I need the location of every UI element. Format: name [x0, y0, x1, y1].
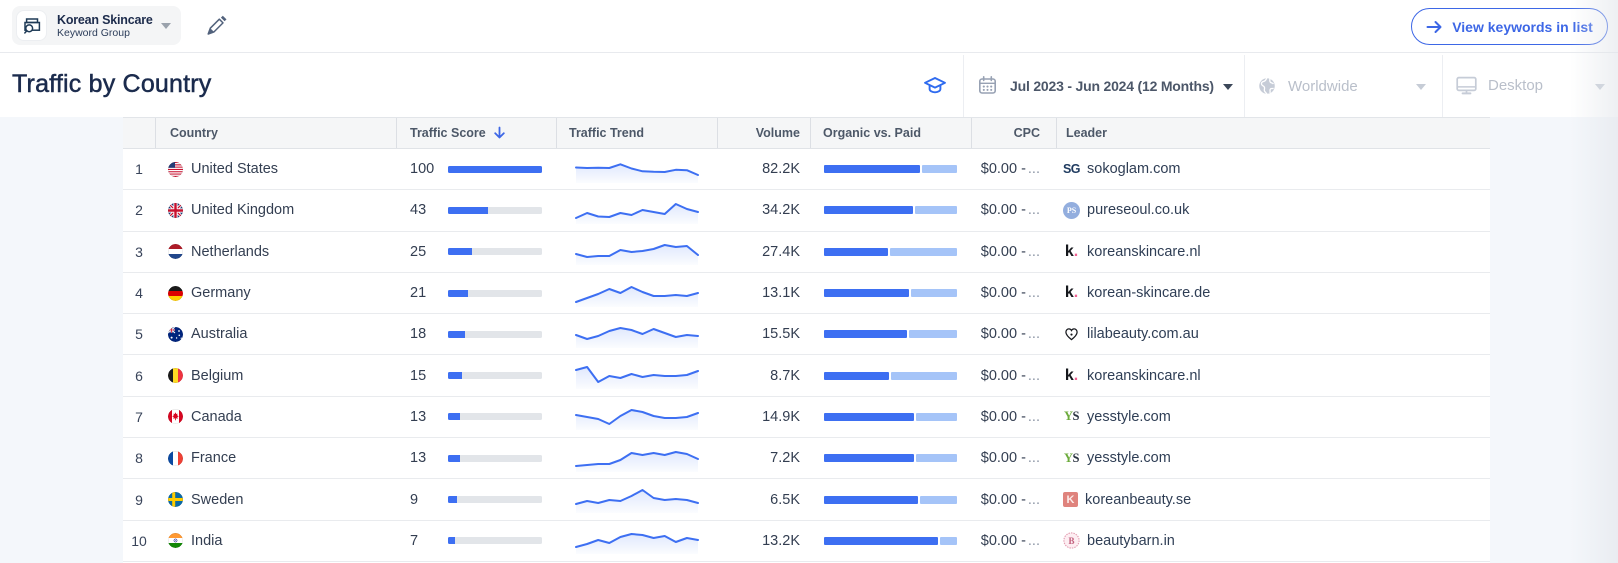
- svg-text:B: B: [1068, 536, 1074, 546]
